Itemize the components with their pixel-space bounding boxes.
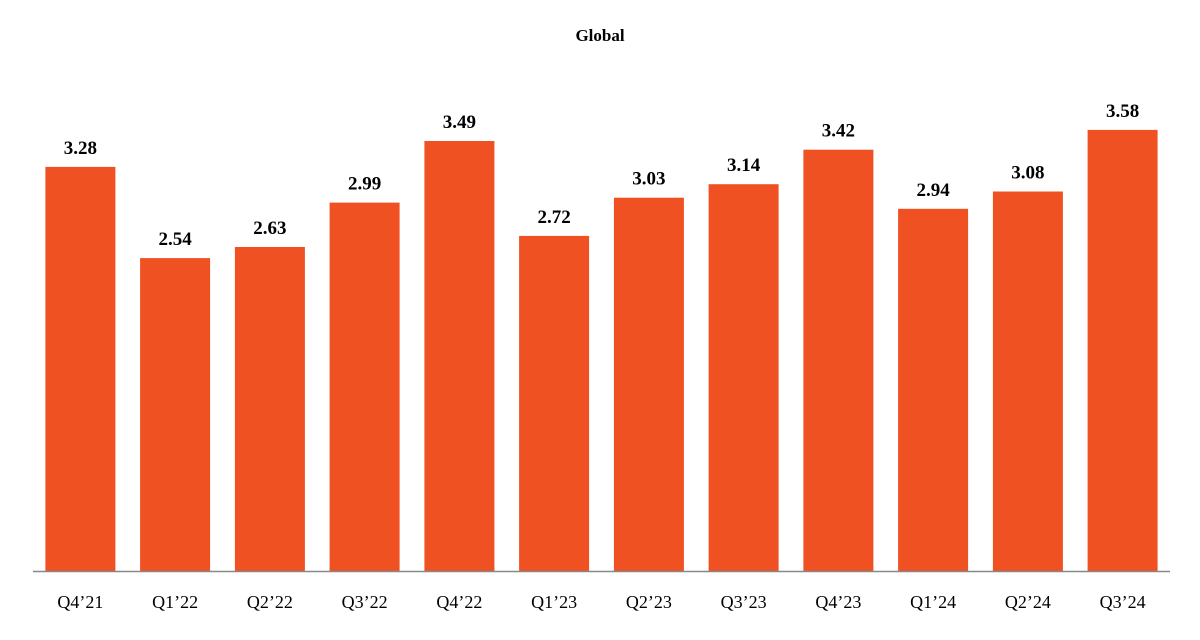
bar-3 [234, 247, 305, 571]
bar-10 [898, 208, 969, 572]
data-label-8: 3.14 [727, 155, 761, 176]
bar-7 [613, 197, 684, 571]
bar-6 [519, 235, 590, 571]
data-label-7: 3.03 [632, 169, 665, 190]
bar-8 [708, 184, 779, 571]
data-label-1: 3.28 [64, 138, 97, 159]
data-label-10: 2.94 [916, 180, 950, 201]
bar-2 [140, 258, 211, 571]
data-label-3: 2.63 [253, 218, 286, 239]
x-tick-label-3: Q2’22 [247, 592, 293, 612]
data-label-11: 3.08 [1011, 163, 1044, 184]
x-tick-label-9: Q4’23 [815, 592, 861, 612]
bar-1 [45, 166, 116, 571]
x-tick-label-6: Q1’23 [531, 592, 577, 612]
x-tick-label-5: Q4’22 [436, 592, 482, 612]
bar-9 [803, 149, 874, 571]
x-tick-label-4: Q3’22 [342, 592, 388, 612]
data-label-5: 3.49 [443, 112, 476, 133]
data-label-2: 2.54 [158, 229, 192, 250]
bar-11 [992, 191, 1063, 571]
x-tick-label-7: Q2’23 [626, 592, 672, 612]
x-tick-label-8: Q3’23 [721, 592, 767, 612]
bar-12 [1087, 129, 1158, 571]
x-tick-label-12: Q3’24 [1100, 592, 1146, 612]
data-label-9: 3.42 [822, 121, 855, 142]
data-label-4: 2.99 [348, 174, 381, 195]
data-label-6: 2.72 [537, 207, 570, 228]
data-label-12: 3.58 [1106, 101, 1139, 122]
x-tick-label-10: Q1’24 [910, 592, 956, 612]
x-tick-label-11: Q2’24 [1005, 592, 1051, 612]
bar-4 [329, 202, 400, 571]
bar-5 [424, 141, 495, 571]
chart-title: Global [575, 26, 625, 45]
x-tick-label-2: Q1’22 [152, 592, 198, 612]
x-tick-label-1: Q4’21 [57, 592, 103, 612]
